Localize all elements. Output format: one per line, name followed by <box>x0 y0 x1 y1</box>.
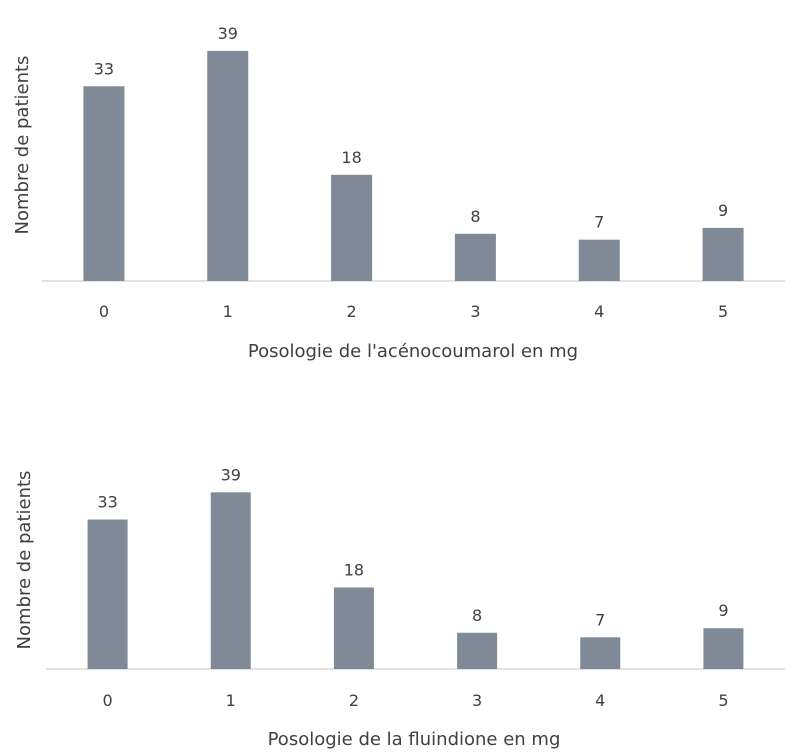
bar-0 <box>83 86 125 281</box>
x-axis-label: Posologie de la fluindione en mg <box>268 729 561 750</box>
data-label-4: 7 <box>594 213 604 232</box>
bar-5 <box>702 227 744 281</box>
bar-1 <box>210 492 251 669</box>
bar-2 <box>331 174 373 281</box>
x-tick-label-2: 2 <box>349 691 359 710</box>
x-tick-label-4: 4 <box>594 302 604 321</box>
data-label-1: 39 <box>218 24 238 43</box>
data-label-3: 8 <box>472 606 482 625</box>
x-tick-label-3: 3 <box>470 302 480 321</box>
data-label-1: 39 <box>221 465 241 484</box>
bar-4 <box>580 637 621 669</box>
x-tick-label-3: 3 <box>472 691 482 710</box>
x-tick-label-4: 4 <box>595 691 605 710</box>
data-label-2: 18 <box>341 148 361 167</box>
data-label-0: 33 <box>97 493 117 512</box>
bar-4 <box>578 239 620 281</box>
x-tick-label-1: 1 <box>223 302 233 321</box>
bar-3 <box>457 632 498 669</box>
x-tick-label-0: 0 <box>102 691 112 710</box>
x-tick-label-5: 5 <box>718 302 728 321</box>
data-label-0: 33 <box>94 59 114 78</box>
data-label-3: 8 <box>470 207 480 226</box>
bar-1 <box>207 50 249 282</box>
bar-2 <box>333 587 374 669</box>
data-label-4: 7 <box>595 610 605 629</box>
bar-5 <box>703 628 744 669</box>
bar-0 <box>87 519 128 669</box>
x-tick-label-2: 2 <box>346 302 356 321</box>
data-label-5: 9 <box>718 601 728 620</box>
bar-3 <box>454 233 496 281</box>
data-label-2: 18 <box>344 560 364 579</box>
x-axis-label: Posologie de l'acénocoumarol en mg <box>248 341 578 362</box>
y-axis-label: Nombre de patients <box>12 56 33 235</box>
chart-fluindione: Nombre de patients Posologie de la fluin… <box>14 465 785 750</box>
chart-acenocoumarol: Nombre de patients Posologie de l'acénoc… <box>12 24 785 362</box>
data-label-5: 9 <box>718 201 728 220</box>
x-tick-label-5: 5 <box>718 691 728 710</box>
x-tick-label-0: 0 <box>99 302 109 321</box>
x-tick-label-1: 1 <box>226 691 236 710</box>
y-axis-label: Nombre de patients <box>14 471 35 650</box>
